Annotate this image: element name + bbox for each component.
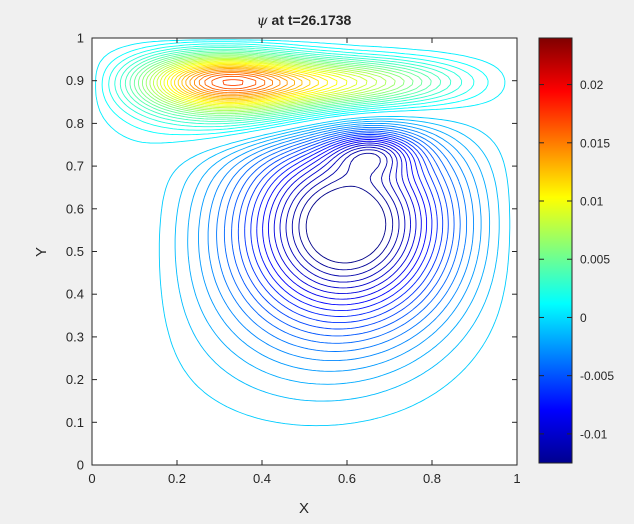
y-axis-label: Y [33,247,50,257]
y-tick-label: 0.2 [66,372,84,387]
contour-level [222,79,244,86]
contour-level [114,45,463,128]
contour-level [267,140,422,300]
title-psi-symbol: ψ [257,13,269,29]
contour-level [244,133,444,324]
contour-level [291,149,400,277]
colorbar-tick-label: 0.01 [580,195,604,209]
contour-level [119,47,452,125]
colorbar-tick-label: -0.005 [580,369,614,383]
contour-level [273,142,417,295]
y-tick-label: 0.7 [66,159,84,174]
contour-level [216,126,468,352]
contour-level [198,122,482,372]
contour-level [149,56,387,112]
x-ticks: 0 0.2 0.4 0.6 0.8 1 [88,38,521,486]
chart-title: ψ at t=26.1738 [257,12,352,29]
contour-level [167,62,338,105]
y-tick-label: 0.6 [66,201,84,216]
y-tick-label: 0 [77,458,84,473]
contour-level [108,43,475,131]
contour-level [95,39,506,144]
y-tick-label: 0.4 [66,287,84,302]
x-tick-label: 1 [513,471,520,486]
x-tick-label: 0.2 [168,471,186,486]
contour-level [305,185,387,264]
colorbar-gradient [538,37,573,464]
y-tick-label: 0.9 [66,73,84,88]
contour-level [256,137,433,312]
contour-level [145,55,396,113]
contour-level [223,128,461,344]
contour-level [174,64,319,102]
title-text: at t=26.1738 [268,12,352,28]
contour-level [141,54,405,115]
colorbar: -0.01 -0.005 0 0.005 0.01 0.015 0.02 [538,37,614,464]
contour-level [185,68,295,98]
y-tick-label: 0.3 [66,329,84,344]
contour-level [133,51,423,118]
contour-level [163,61,348,106]
colorbar-ticks: -0.01 -0.005 0 0.005 0.01 0.015 0.02 [539,78,614,441]
y-tick-label: 1 [77,31,84,46]
contour-level [187,120,491,385]
contour-level [138,53,414,116]
contour-level [153,57,378,110]
contour-lines [95,39,511,427]
axes: 0 0.2 0.4 0.6 0.8 1 0 0.1 0.2 0.3 0.4 0.5 0.6 0.7 0.8… [66,31,521,487]
colorbar-tick-label: 0.005 [580,253,610,267]
contour-level [156,59,368,109]
colorbar-tick-label: 0.02 [580,78,604,92]
contour-level [298,152,394,271]
contour-level [189,69,288,97]
y-tick-label: 0.8 [66,116,84,131]
contour-level [170,63,328,103]
contour-level [177,65,311,101]
contour-level [262,139,428,306]
contour-level [250,135,438,317]
colorbar-tick-label: -0.01 [580,427,608,441]
x-tick-label: 0.6 [338,471,356,486]
contour-level [231,130,455,337]
contour-level [174,118,500,402]
contour-level [158,116,511,427]
y-tick-label: 0.5 [66,244,84,259]
contour-level [193,70,281,95]
x-tick-label: 0 [88,471,95,486]
contour-level [211,75,257,90]
contour-level [124,48,442,122]
contour-level [181,66,303,99]
contour-level [101,41,489,136]
contour-level [204,73,266,92]
contour-level [207,124,475,362]
contour-level [129,50,432,120]
x-axis-label: X [299,500,309,517]
colorbar-tick-label: 0.015 [580,136,610,150]
x-tick-label: 0.4 [253,471,271,486]
y-tick-label: 0.1 [66,415,84,430]
y-ticks: 0 0.1 0.2 0.3 0.4 0.5 0.6 0.7 0.8 0.9 1 [66,31,517,473]
colorbar-tick-label: 0 [580,311,587,325]
x-tick-label: 0.8 [423,471,441,486]
contour-level [237,132,449,330]
contour-level [279,144,412,289]
contour-level [285,146,406,283]
contour-level [160,60,358,107]
contour-level [198,72,274,94]
